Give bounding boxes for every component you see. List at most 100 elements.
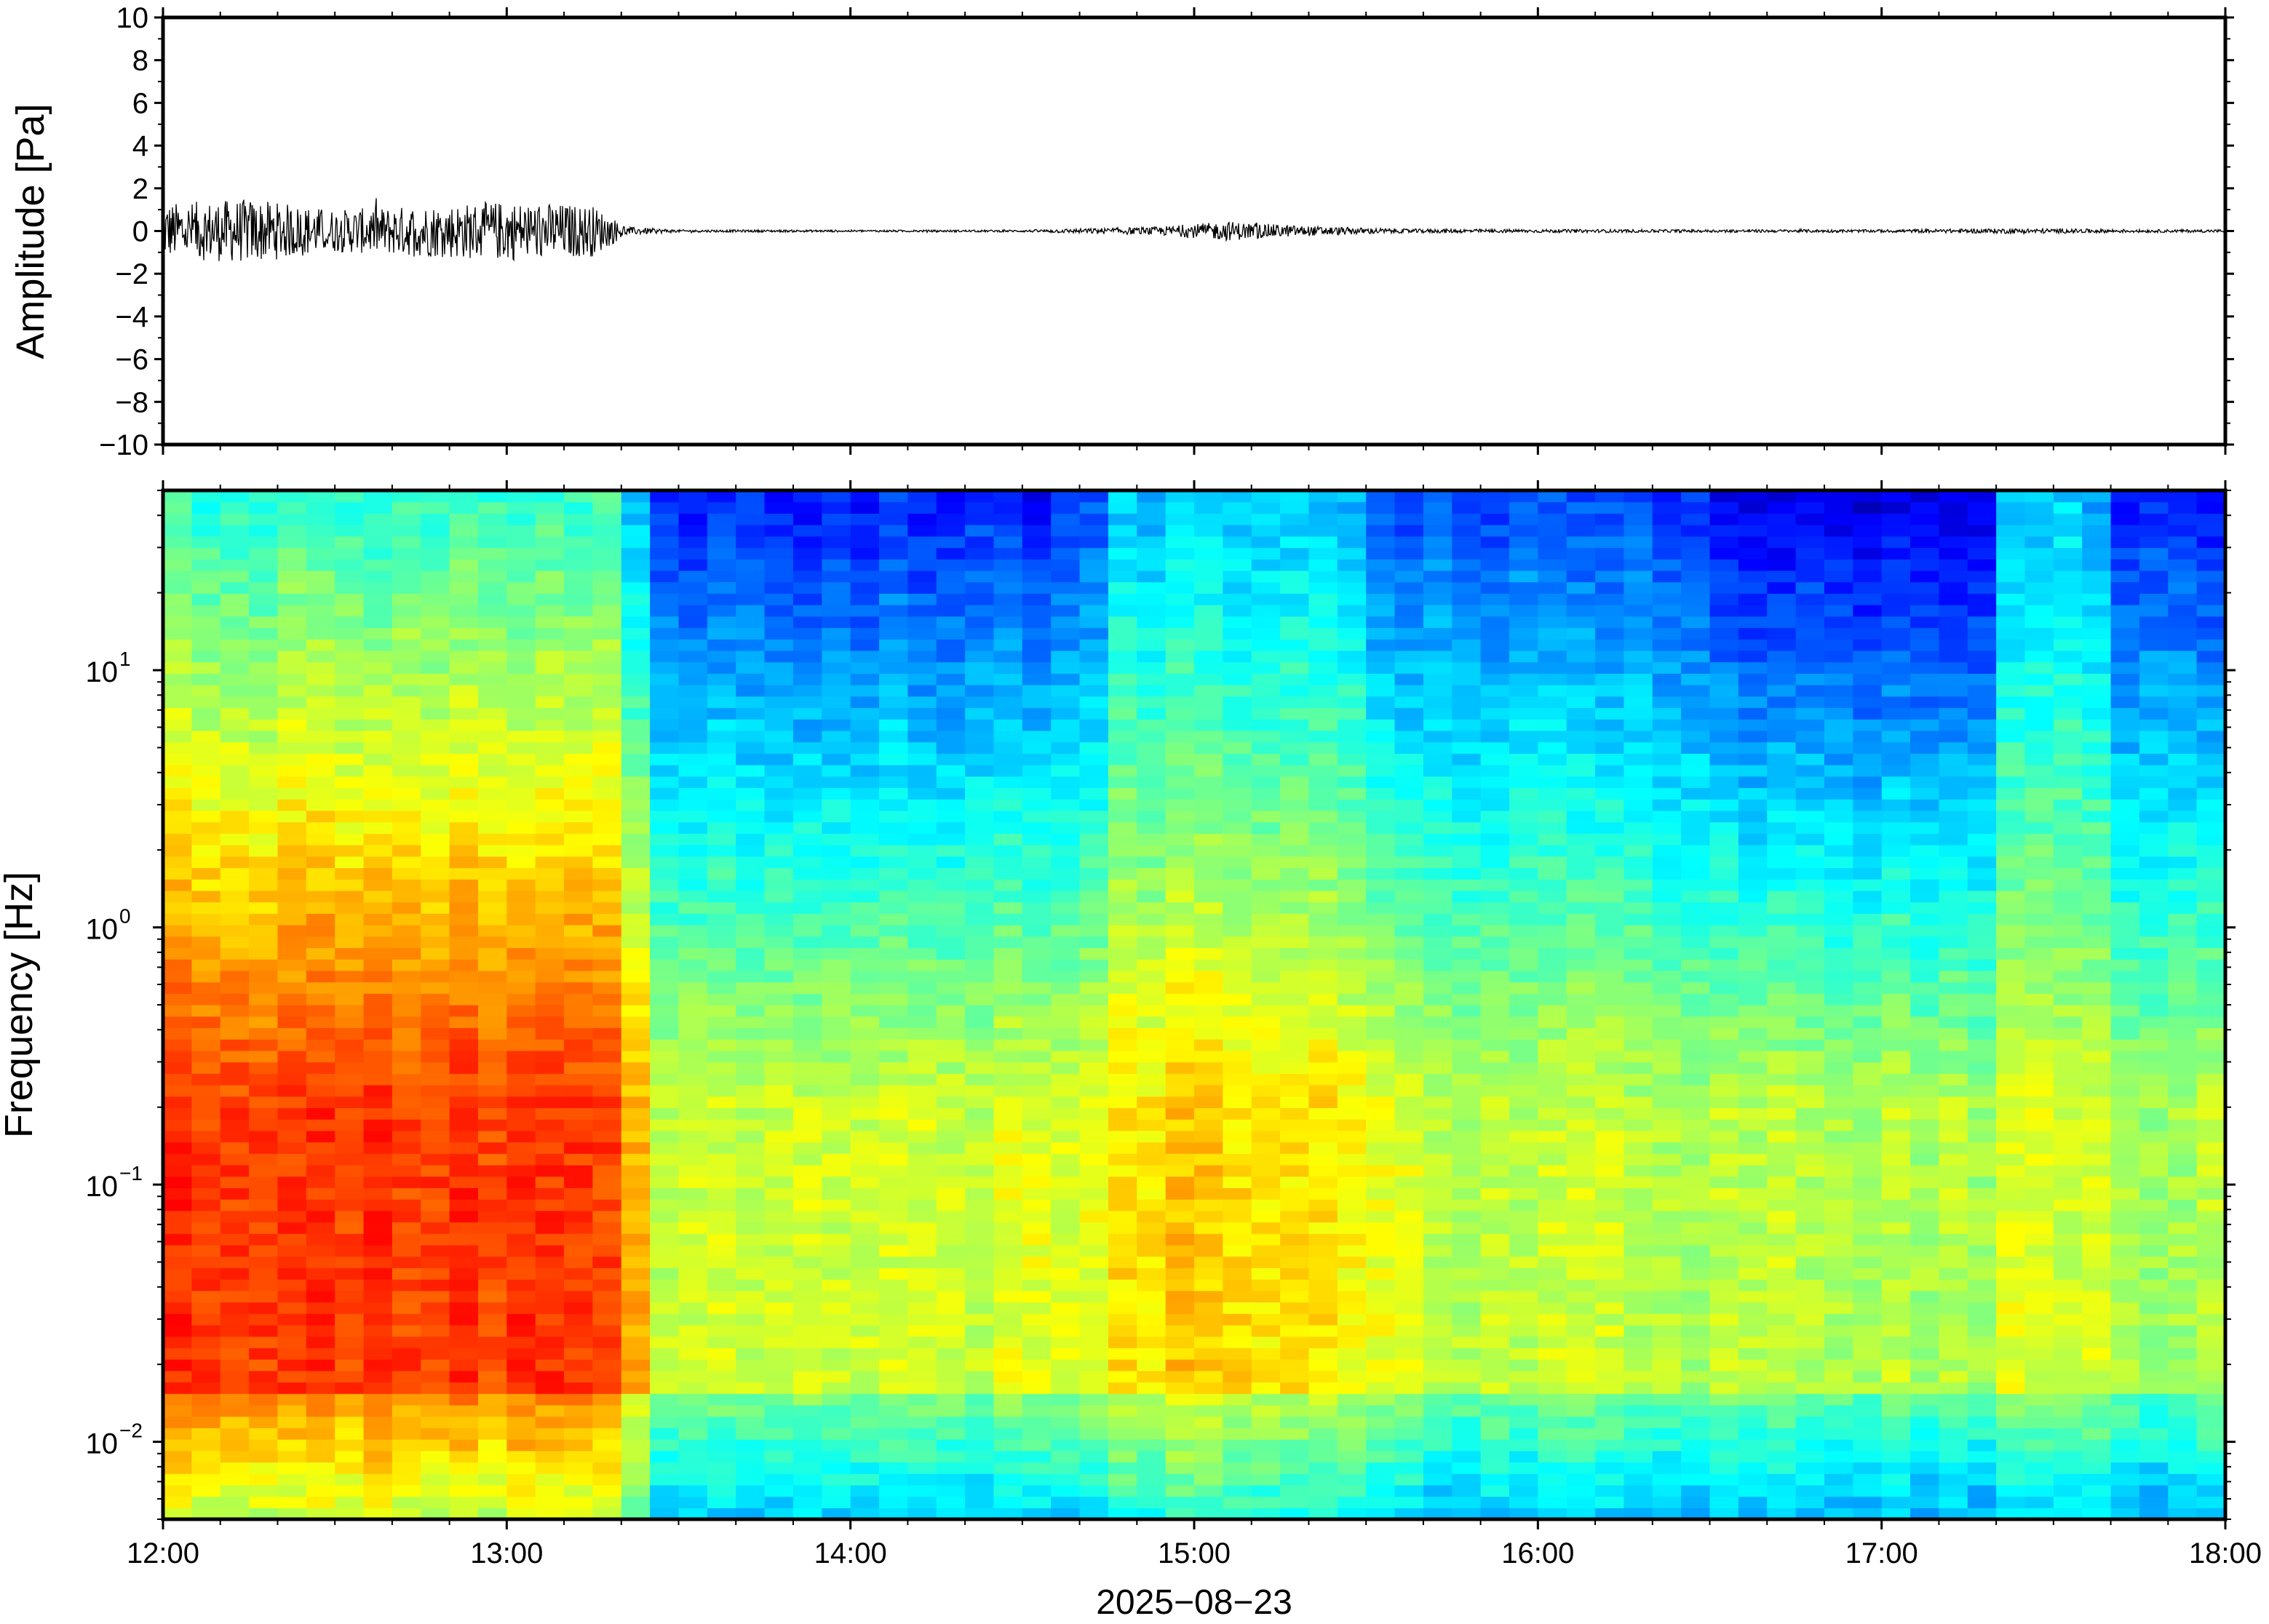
- spectrogram-cell: [564, 1496, 594, 1508]
- spectrogram-cell: [1165, 1279, 1195, 1291]
- spectrogram-cell: [736, 719, 766, 731]
- spectrogram-cell: [1566, 685, 1596, 697]
- spectrogram-cell: [1538, 1382, 1567, 1394]
- spectrogram-cell: [621, 581, 651, 594]
- spectrogram-cell: [993, 696, 1023, 709]
- spectrogram-cell: [1108, 936, 1137, 949]
- spectrogram-cell: [650, 776, 680, 789]
- spectrogram-cell: [1566, 1187, 1596, 1200]
- spectrogram-cell: [1423, 1359, 1453, 1372]
- spectrogram-cell: [363, 936, 393, 949]
- spectrogram-cell: [421, 1324, 450, 1337]
- spectrogram-cell: [621, 1119, 651, 1131]
- spectrogram-cell: [1223, 753, 1252, 765]
- spectrogram-cell: [1051, 1107, 1081, 1120]
- spectrogram-cell: [1337, 741, 1367, 754]
- spectrogram-cell: [1624, 1073, 1653, 1086]
- spectrogram-cell: [764, 982, 794, 994]
- spectrogram-cell: [1624, 1484, 1653, 1497]
- spectrogram-cell: [1280, 799, 1310, 811]
- spectrogram-cell: [1079, 993, 1109, 1006]
- spectrogram-cell: [535, 730, 565, 743]
- spectrogram-cell: [1452, 1256, 1482, 1268]
- spectrogram-cell: [1652, 1416, 1682, 1428]
- spectrogram-cell: [879, 936, 908, 949]
- spectrogram-cell: [306, 501, 335, 514]
- spectrogram-cell: [822, 1027, 851, 1040]
- spectrogram-cell: [1366, 1142, 1396, 1154]
- spectrogram-cell: [707, 501, 736, 514]
- spectrogram-cell: [1681, 982, 1711, 994]
- spectrogram-cell: [249, 913, 279, 926]
- spectrogram-cell: [191, 719, 221, 731]
- spectrogram-cell: [993, 1153, 1023, 1166]
- spectrogram-cell: [249, 1130, 279, 1143]
- spectrogram-cell: [564, 982, 594, 994]
- spectrogram-cell: [220, 1496, 250, 1508]
- spectrogram-cell: [1366, 982, 1396, 994]
- spectrogram-cell: [1022, 1199, 1052, 1211]
- spectrogram-cell: [907, 913, 937, 926]
- spectrogram-cell: [736, 787, 766, 800]
- spectrogram-cell: [1595, 1119, 1625, 1131]
- spectrogram-cell: [1079, 1256, 1109, 1268]
- spectrogram-cell: [936, 1508, 966, 1519]
- spectrogram-cell: [1079, 925, 1109, 937]
- spectrogram-cell: [592, 890, 622, 903]
- spectrogram-cell: [277, 810, 307, 823]
- spectrogram-cell: [535, 1107, 565, 1120]
- spectrogram-cell: [879, 513, 908, 525]
- spectrogram-cell: [277, 913, 307, 926]
- spectrogram-cell: [592, 1336, 622, 1348]
- spectrogram-cell: [707, 890, 736, 903]
- spectrogram-cell: [1137, 1348, 1167, 1360]
- spectrogram-cell: [1165, 1393, 1195, 1406]
- spectrogram-cell: [1681, 696, 1711, 709]
- spectrogram-cell: [1165, 970, 1195, 983]
- spectrogram-cell: [1337, 570, 1367, 583]
- spectrogram-cell: [1079, 547, 1109, 560]
- spectrogram-cell: [1366, 821, 1396, 834]
- spectrogram-cell: [1165, 1073, 1195, 1086]
- spectrogram-cell: [678, 581, 708, 594]
- spectrogram-cell: [678, 1027, 708, 1040]
- spectrogram-cell: [564, 1222, 594, 1234]
- spectrogram-cell: [822, 730, 851, 743]
- spectrogram-cell: [277, 1096, 307, 1108]
- spectrogram-cell: [1223, 1473, 1252, 1486]
- spectrogram-cell: [1022, 1450, 1052, 1463]
- spectrogram-cell: [850, 765, 880, 777]
- spectrogram-cell: [1337, 605, 1367, 617]
- spectrogram-cell: [1137, 1027, 1167, 1040]
- spectrogram-cell: [621, 639, 651, 651]
- spectrogram-cell: [1394, 707, 1424, 720]
- spectrogram-cell: [1480, 559, 1510, 571]
- spectrogram-cell: [993, 616, 1023, 629]
- spectrogram-cell: [1566, 616, 1596, 629]
- spectrogram-cell: [1394, 1267, 1424, 1280]
- spectrogram-cell: [1022, 765, 1052, 777]
- spectrogram-cell: [1337, 947, 1367, 960]
- spectrogram-cell: [1165, 1302, 1195, 1314]
- spectrogram-cell: [1194, 1484, 1223, 1497]
- spectrogram-cell: [993, 661, 1023, 674]
- spectrogram-cell: [1137, 719, 1167, 731]
- spectrogram-cell: [707, 1119, 736, 1131]
- spectrogram-cell: [1624, 525, 1653, 537]
- spectrogram-cell: [1108, 1508, 1137, 1519]
- spectrogram-cell: [707, 1005, 736, 1017]
- spectrogram-cell: [506, 821, 536, 834]
- spectrogram-cell: [1595, 970, 1625, 983]
- spectrogram-cell: [1538, 1313, 1567, 1326]
- spectrogram-cell: [1394, 547, 1424, 560]
- spectrogram-cell: [907, 1496, 937, 1508]
- spectrogram-cell: [1079, 1005, 1109, 1017]
- spectrogram-cell: [163, 810, 192, 823]
- spectrogram-cell: [1022, 719, 1052, 731]
- spectrogram-cell: [449, 765, 479, 777]
- spectrogram-cell: [1566, 1039, 1596, 1051]
- spectrogram-cell: [1194, 1005, 1223, 1017]
- spectrogram-cell: [650, 1484, 680, 1497]
- spectrogram-cell: [764, 1428, 794, 1440]
- spectrogram-cell: [1566, 1324, 1596, 1337]
